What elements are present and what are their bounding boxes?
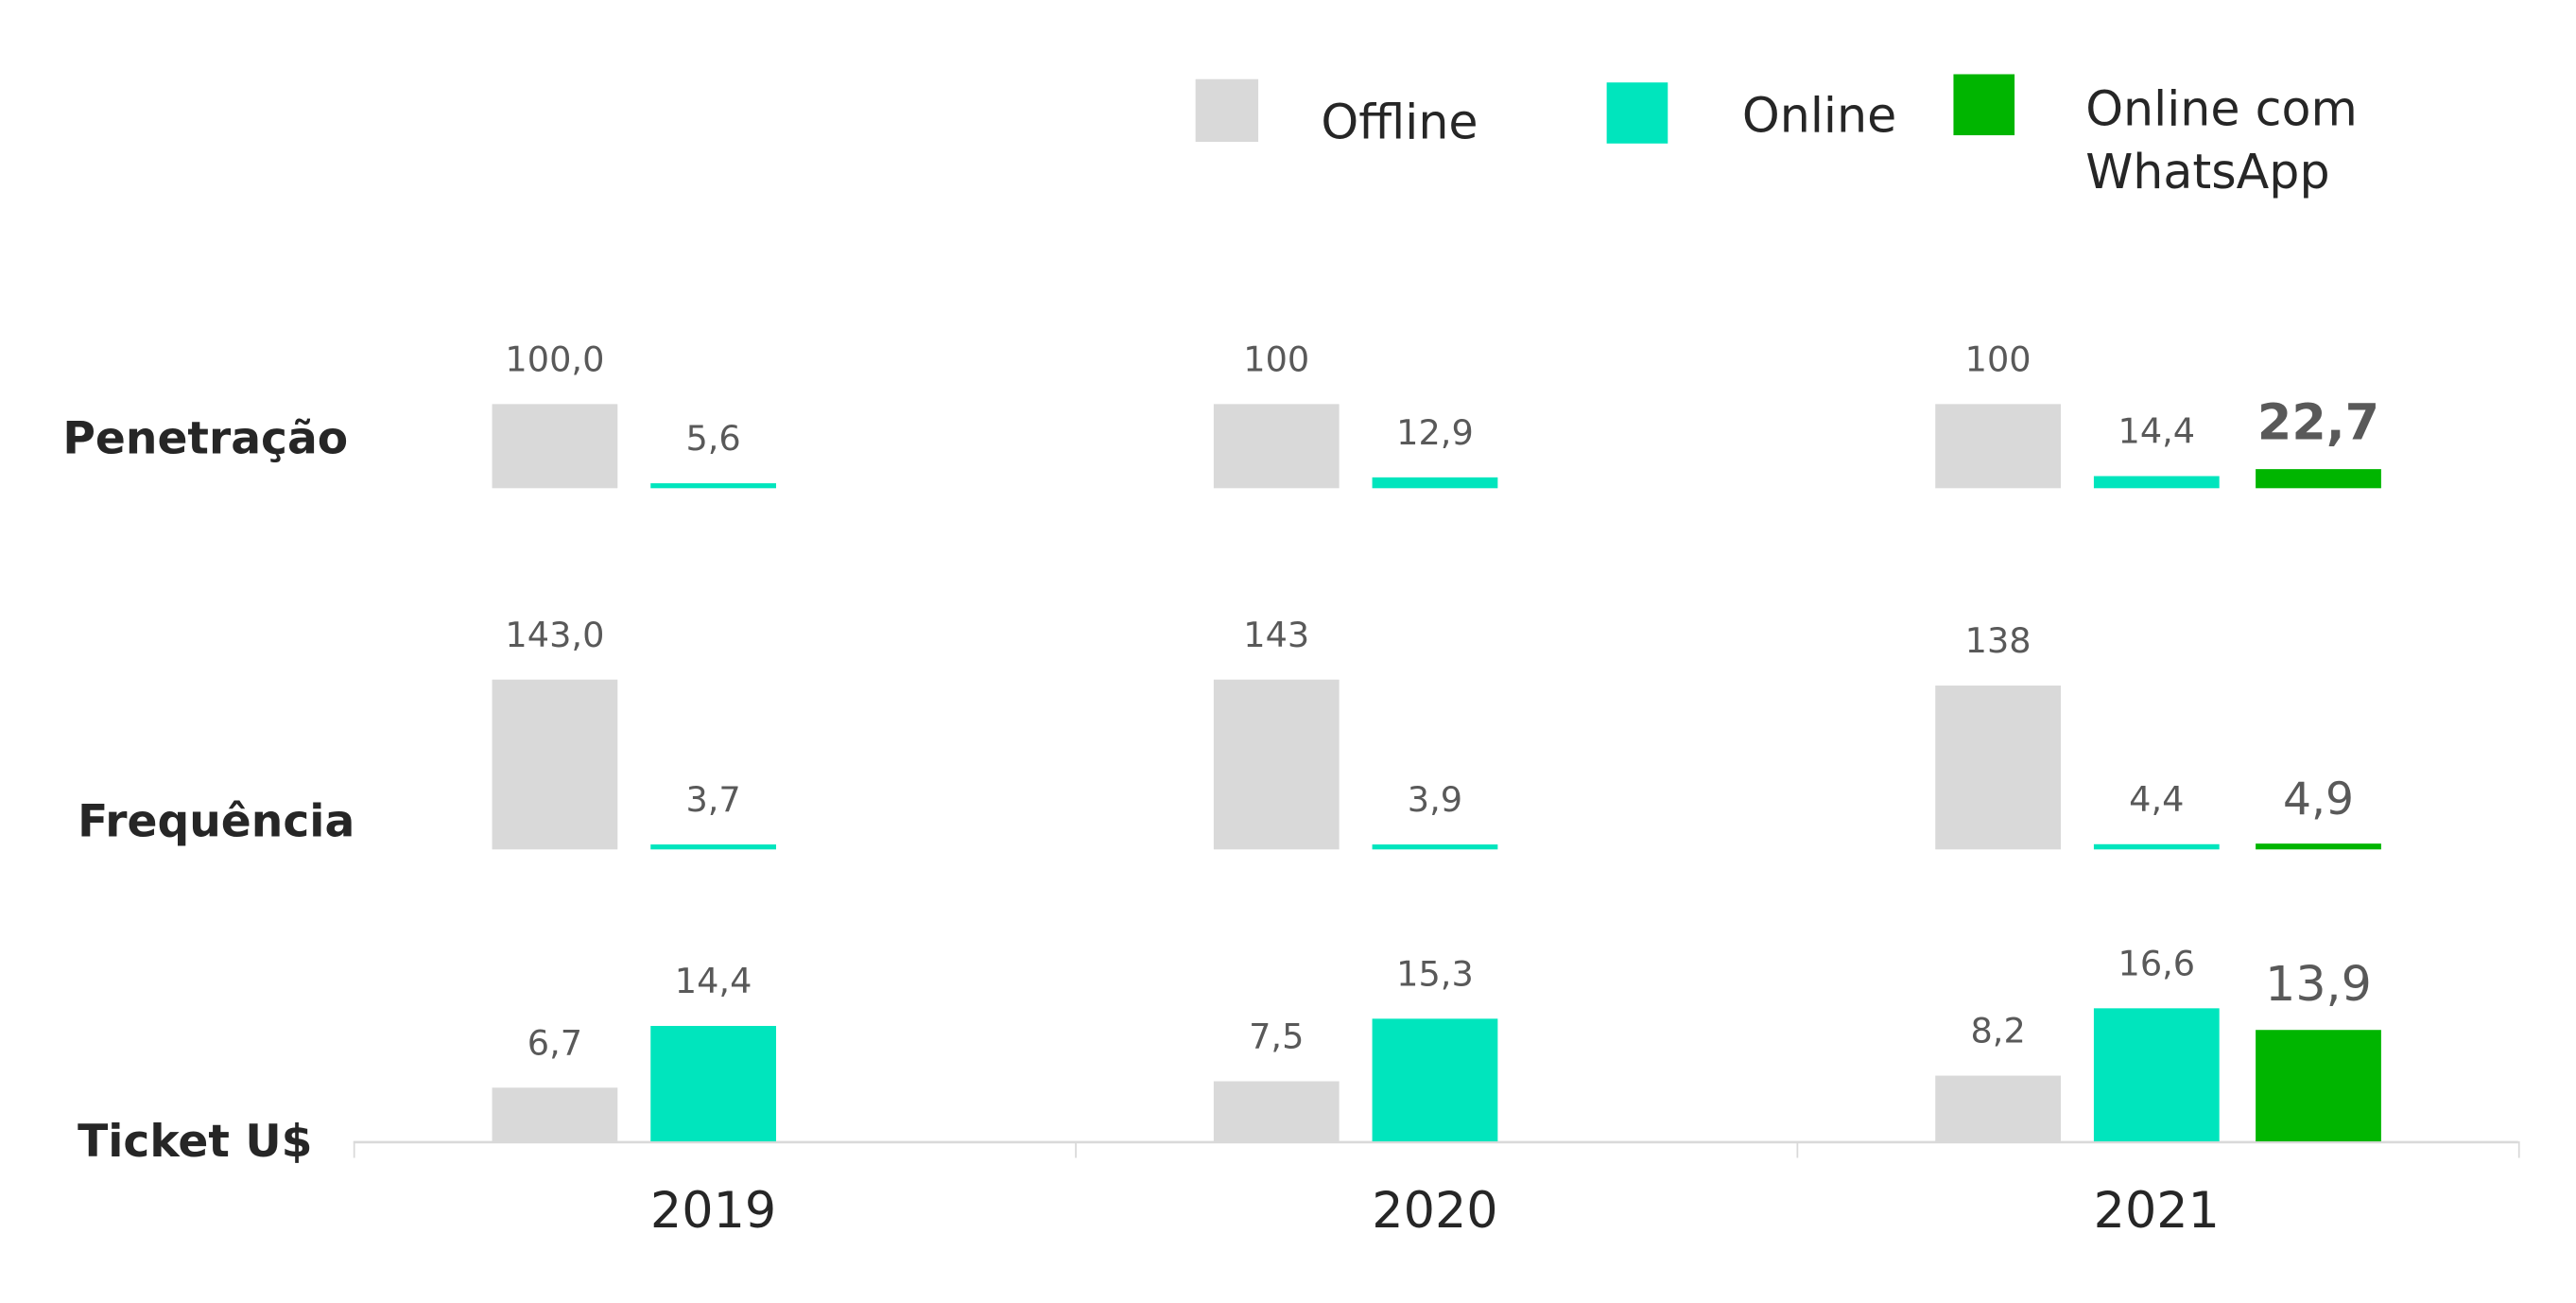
bar-offline-2020-0 bbox=[1213, 404, 1340, 489]
legend-label-whatsapp-line1: Online com bbox=[2085, 81, 2358, 137]
data-label: 14,4 bbox=[2118, 411, 2195, 452]
data-label: 16,6 bbox=[2118, 943, 2195, 983]
bar-whatsapp-2021-1 bbox=[2256, 843, 2381, 850]
bar-offline-2020-2 bbox=[1213, 1081, 1340, 1142]
bar-offline-2021-0 bbox=[1935, 404, 2061, 489]
x-tick-label-2019: 2019 bbox=[650, 1182, 776, 1240]
bar-online-2020-2 bbox=[1372, 1018, 1498, 1142]
data-label: 4,9 bbox=[2283, 773, 2354, 825]
data-label: 143,0 bbox=[505, 615, 604, 655]
legend-swatch-online bbox=[1606, 82, 1668, 144]
bar-online-2021-1 bbox=[2093, 843, 2220, 850]
data-label: 15,3 bbox=[1396, 953, 1474, 994]
data-label: 6,7 bbox=[527, 1022, 582, 1063]
data-label: 100 bbox=[1243, 339, 1309, 379]
legend: Offline Online Online com WhatsApp bbox=[1195, 74, 2373, 200]
legend-label-online: Online bbox=[1742, 88, 1896, 144]
data-label: 8,2 bbox=[1970, 1011, 2025, 1051]
data-label: 143 bbox=[1243, 615, 1309, 655]
legend-label-whatsapp-line2: WhatsApp bbox=[2085, 144, 2329, 200]
data-label: 13,9 bbox=[2265, 956, 2372, 1012]
legend-label-offline: Offline bbox=[1321, 95, 1478, 150]
data-label: 100,0 bbox=[505, 339, 604, 379]
bar-online-2021-0 bbox=[2093, 476, 2220, 489]
legend-label-whatsapp: Online com WhatsApp bbox=[2085, 81, 2373, 200]
data-label: 100 bbox=[1965, 339, 2031, 379]
data-label: 3,7 bbox=[685, 779, 740, 820]
row-label-ticket: Ticket U$ bbox=[78, 1116, 312, 1168]
x-tick-label-2021: 2021 bbox=[2094, 1182, 2220, 1240]
legend-swatch-offline bbox=[1195, 78, 1259, 143]
data-label: 4,4 bbox=[2129, 779, 2184, 820]
data-label: 12,9 bbox=[1396, 412, 1474, 453]
x-tick-label-2020: 2020 bbox=[1372, 1182, 1497, 1240]
row-label-frequencia: Frequência bbox=[78, 795, 354, 847]
data-label: 22,7 bbox=[2257, 394, 2379, 452]
data-label: 138 bbox=[1965, 620, 2031, 661]
bar-offline-2021-1 bbox=[1935, 686, 2061, 850]
bar-online-2021-2 bbox=[2093, 1008, 2220, 1142]
bar-offline-2019-0 bbox=[492, 404, 618, 489]
bar-online-2020-0 bbox=[1372, 477, 1498, 489]
x-axis: 2019 2020 2021 bbox=[353, 1140, 2520, 1240]
data-label: 7,5 bbox=[1249, 1016, 1304, 1057]
row-label-penetracao: Penetração bbox=[62, 413, 348, 465]
bar-online-2019-0 bbox=[650, 483, 776, 489]
bar-whatsapp-2021-0 bbox=[2256, 469, 2381, 489]
bar-online-2019-1 bbox=[650, 844, 776, 850]
bar-offline-2021-2 bbox=[1935, 1075, 2061, 1142]
bar-offline-2019-1 bbox=[492, 679, 618, 850]
legend-swatch-whatsapp bbox=[1953, 74, 2015, 136]
data-label: 14,4 bbox=[675, 961, 752, 1001]
bar-whatsapp-2021-2 bbox=[2256, 1030, 2381, 1142]
bar-online-2020-1 bbox=[1372, 844, 1498, 850]
bar-offline-2020-1 bbox=[1213, 679, 1340, 850]
bar-online-2019-2 bbox=[650, 1025, 776, 1142]
data-label: 3,9 bbox=[1408, 779, 1462, 820]
data-label: 5,6 bbox=[685, 418, 740, 459]
bar-offline-2019-2 bbox=[492, 1087, 618, 1142]
